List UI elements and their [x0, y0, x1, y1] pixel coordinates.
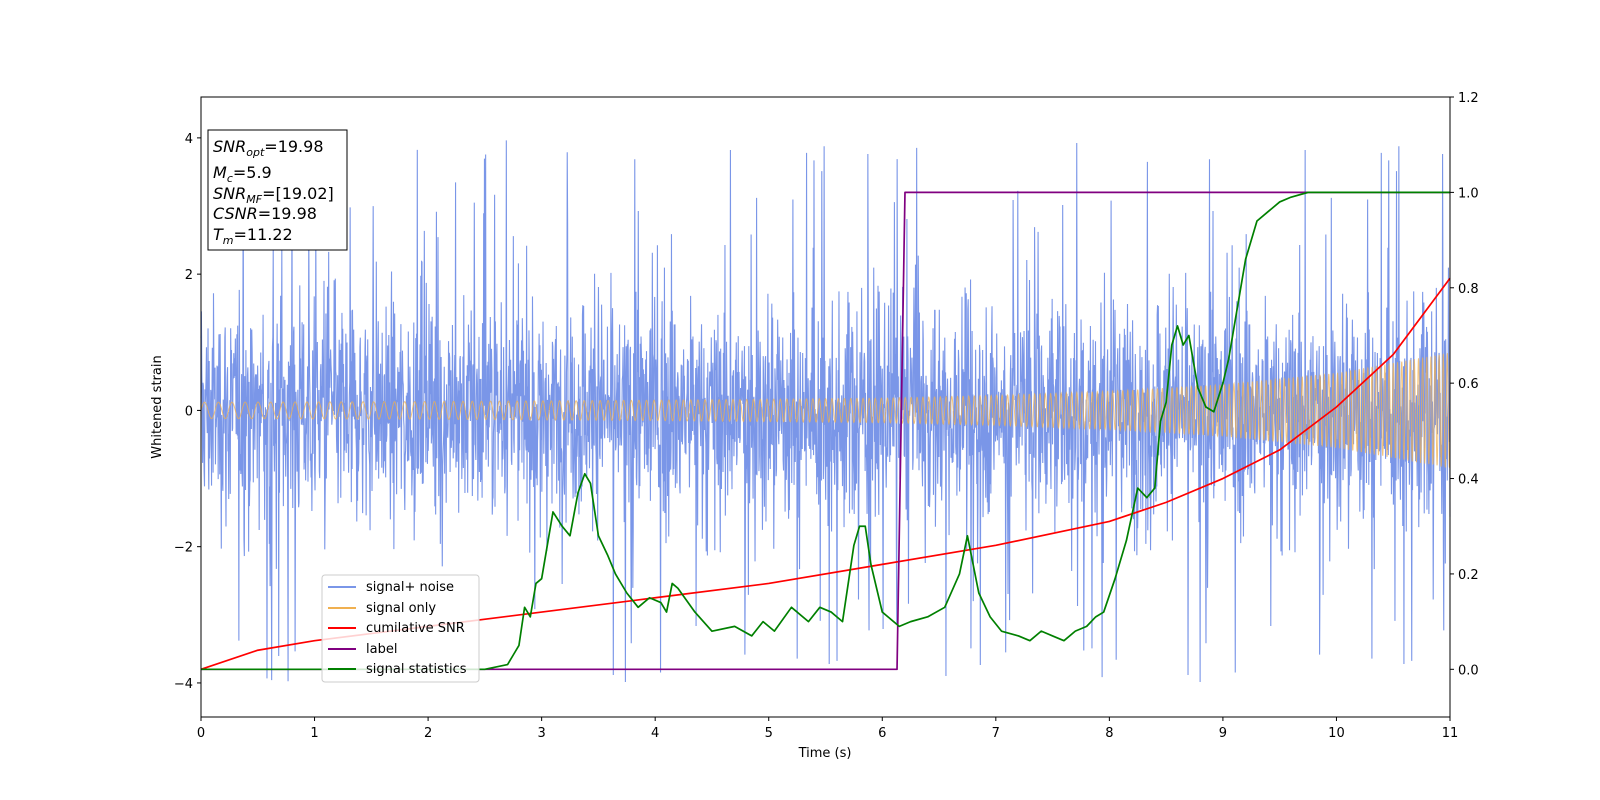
y-axis-left-ticks: 4 2 0 −2 −4 — [174, 132, 201, 692]
info-tm-sym: T — [213, 225, 224, 244]
info-mc-sub: c — [227, 172, 233, 185]
x-axis-label: Time (s) — [798, 746, 852, 761]
legend-label-signal-only: signal only — [366, 601, 436, 616]
y2-tick-label: 0.4 — [1458, 473, 1479, 488]
legend-label-signal-statistics: signal statistics — [366, 662, 467, 677]
info-csnr: CSNR=19.98 — [213, 204, 317, 223]
x-tick-label: 6 — [878, 726, 886, 741]
y-tick-label: 2 — [185, 268, 193, 283]
x-tick-label: 11 — [1442, 726, 1459, 741]
y2-tick-label: 1.0 — [1458, 186, 1479, 201]
info-snr-opt-val: =19.98 — [264, 137, 323, 156]
signal-only-series-layer — [200, 353, 1451, 468]
info-tm-sub: m — [223, 234, 234, 247]
x-tick-label: 7 — [992, 726, 1000, 741]
info-mc-sym: M — [213, 163, 227, 182]
signal-statistics-line — [201, 191, 1450, 671]
x-tick-label: 4 — [651, 726, 659, 741]
info-snr-opt-sub: opt — [246, 146, 265, 159]
info-tm: Tm=11.22 — [213, 225, 293, 247]
legend-label-cumulative-snr: cumilative SNR — [366, 621, 465, 636]
info-mc: Mc=5.9 — [213, 163, 272, 185]
info-snr-mf: SNRMF=[19.02] — [213, 184, 334, 206]
y-axis-label: Whitened strain — [150, 355, 165, 458]
info-mc-val: =5.9 — [233, 163, 272, 182]
x-tick-label: 5 — [765, 726, 773, 741]
info-snr-opt-sym: SNR — [213, 137, 246, 156]
legend-label-label: label — [366, 642, 397, 657]
y2-tick-label: 0.0 — [1458, 663, 1479, 678]
legend-frame — [321, 574, 480, 683]
x-tick-label: 10 — [1328, 726, 1345, 741]
info-tm-val: =11.22 — [234, 225, 293, 244]
x-tick-label: 0 — [197, 726, 205, 741]
info-snr-mf-sub: MF — [246, 193, 262, 206]
x-tick-label: 3 — [537, 726, 545, 741]
y-tick-label: −2 — [174, 541, 193, 556]
legend-label-signal-noise: signal+ noise — [366, 580, 454, 595]
y-tick-label: 0 — [185, 404, 193, 419]
y2-tick-label: 1.2 — [1458, 91, 1479, 106]
info-box: SNRopt=19.98 Mc=5.9 SNRMF=[19.02] CSNR=1… — [207, 129, 348, 251]
y2-tick-label: 0.8 — [1458, 282, 1479, 297]
x-tick-label: 9 — [1219, 726, 1227, 741]
x-tick-label: 1 — [310, 726, 318, 741]
info-box-frame — [207, 129, 348, 251]
legend: signal+ noise signal only cumilative SNR… — [321, 574, 480, 683]
signal-only-line — [200, 353, 1451, 468]
info-csnr-sym: CSNR — [213, 204, 258, 223]
plot-frame — [200, 96, 1451, 718]
info-csnr-val: =19.98 — [258, 204, 317, 223]
y-tick-label: −4 — [174, 677, 193, 692]
y2-tick-label: 0.2 — [1458, 568, 1479, 583]
x-axis-ticks: 0 1 2 3 4 5 6 7 8 9 10 11 — [197, 717, 1458, 741]
x-tick-label: 8 — [1105, 726, 1113, 741]
info-snr-mf-sym: SNR — [213, 184, 246, 203]
y-tick-label: 4 — [185, 132, 193, 147]
y2-tick-label: 0.6 — [1458, 377, 1479, 392]
info-snr-opt: SNRopt=19.98 — [213, 137, 324, 159]
x-tick-label: 2 — [424, 726, 432, 741]
info-snr-mf-val: =[19.02] — [262, 184, 334, 203]
y-axis-right-ticks: 1.2 1.0 0.8 0.6 0.4 0.2 0.0 — [1450, 91, 1479, 678]
label-line — [201, 191, 1450, 671]
